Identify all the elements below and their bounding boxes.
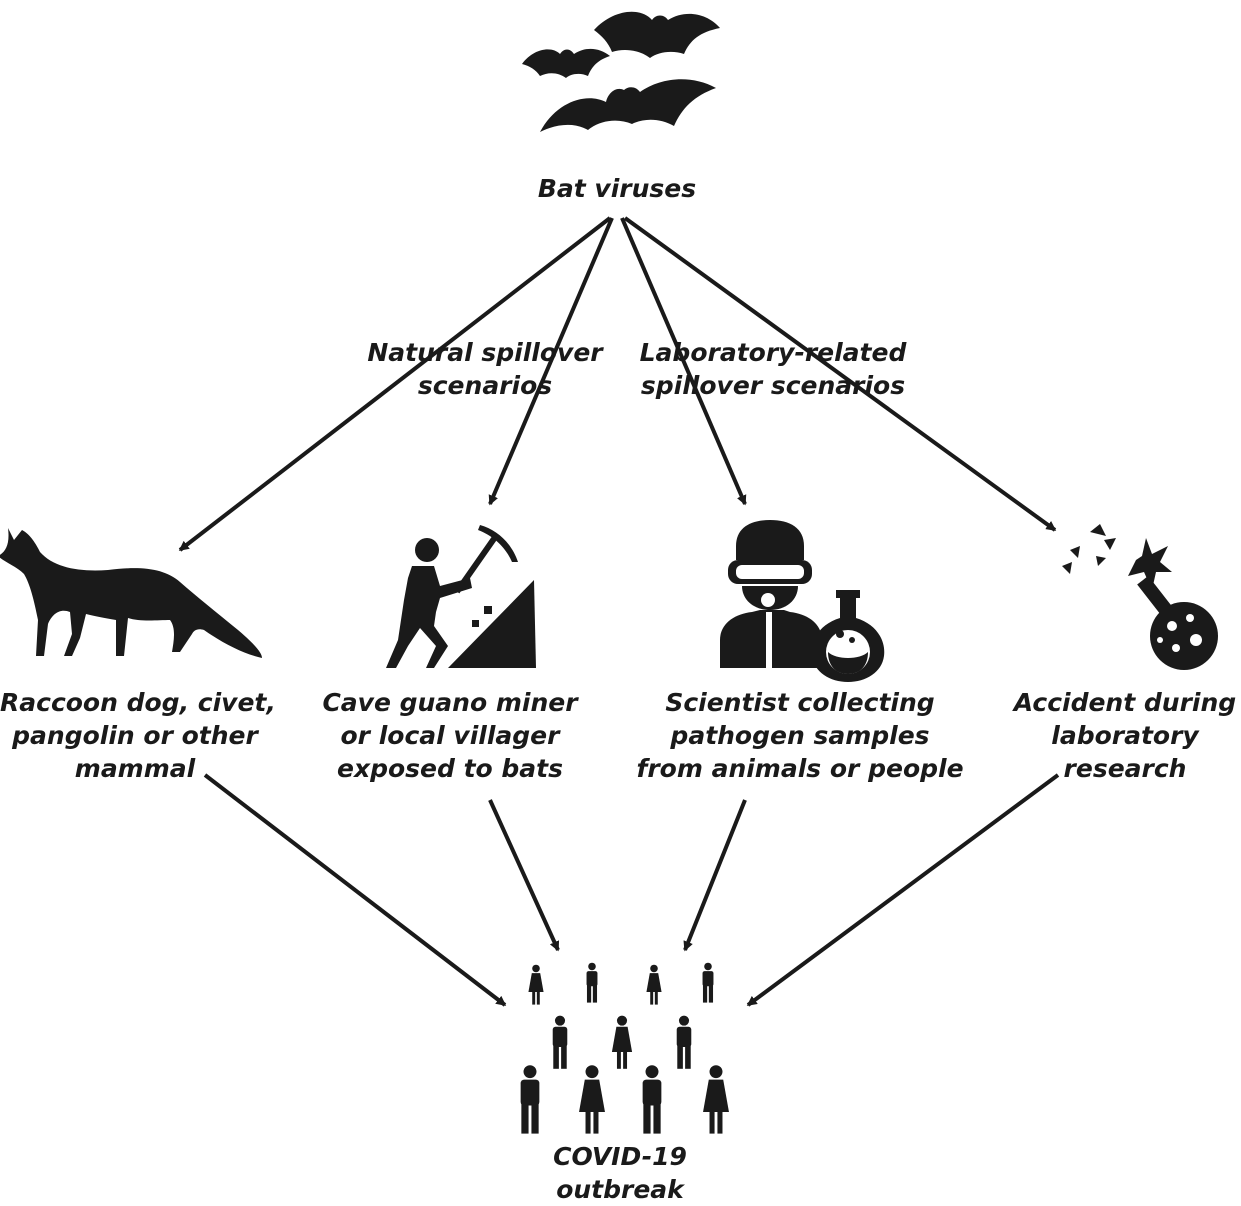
scenario-scientist-label: Scientist collecting pathogen samples fr… — [636, 688, 964, 783]
natural-branch-label: Natural spillover scenarios — [367, 338, 603, 400]
edge-mammal-to-outbreak — [203, 773, 507, 1007]
outcome-label: COVID-19 outbreak — [553, 1142, 687, 1204]
source-label: Bat viruses — [537, 174, 697, 203]
crowd-icon — [520, 962, 729, 1134]
edge-bat-to-mammal — [178, 216, 612, 552]
edge-accident-to-outbreak — [746, 773, 1060, 1007]
edge-scientist-to-outbreak — [683, 799, 747, 952]
edges — [178, 216, 1060, 1007]
edge-miner-to-outbreak — [488, 799, 560, 952]
broken-flask-icon — [1062, 524, 1218, 670]
laboratory-branch-label: Laboratory-related spillover scenarios — [639, 338, 907, 400]
bats-icon — [522, 11, 720, 132]
edge-bat-to-scientist — [620, 217, 747, 506]
scientist-icon — [720, 520, 885, 682]
edge-bat-to-accident — [623, 216, 1057, 532]
miner-icon — [386, 525, 536, 668]
scenario-mammal-label: Raccoon dog, civet, pangolin or other ma… — [0, 688, 276, 783]
fox-icon — [0, 528, 262, 658]
edge-bat-to-miner — [488, 217, 614, 506]
scenario-accident-label: Accident during laboratory research — [1013, 688, 1237, 783]
scenario-miner-label: Cave guano miner or local villager expos… — [322, 688, 578, 783]
